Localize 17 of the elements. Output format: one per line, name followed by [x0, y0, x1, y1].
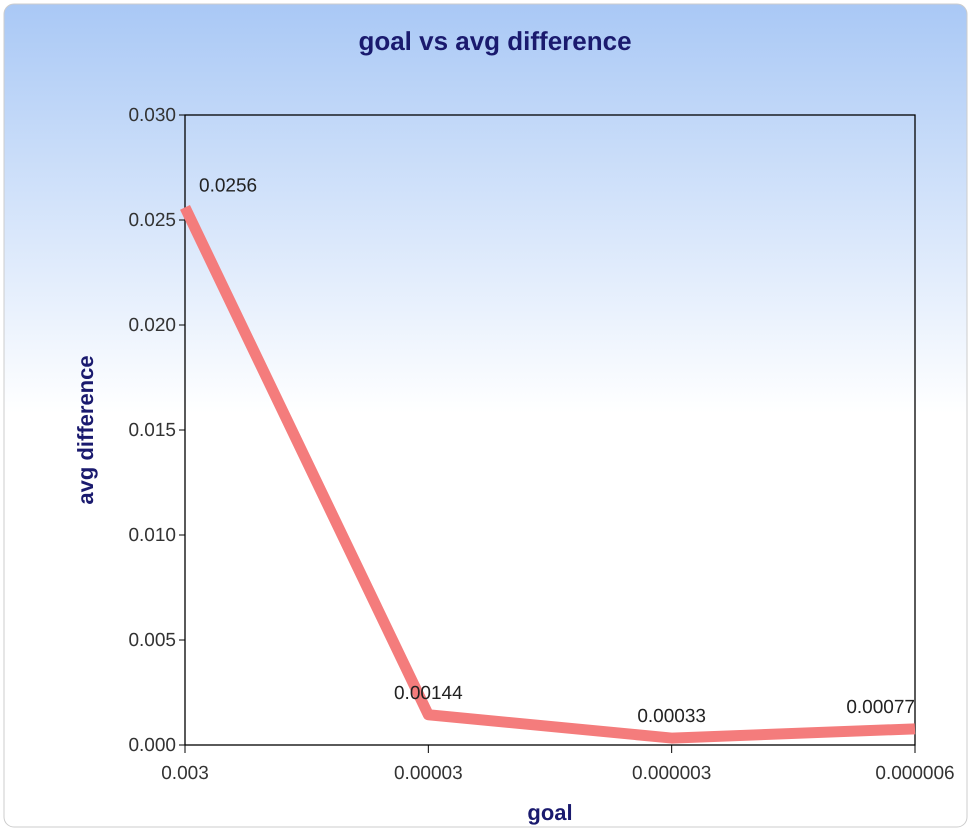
y-tick-label: 0.000	[128, 735, 176, 756]
x-tick-label: 0.00003	[394, 762, 463, 784]
y-tick-label: 0.010	[128, 525, 176, 546]
x-tick-label: 0.003	[161, 762, 209, 784]
x-tick-label: 0.000006	[875, 762, 955, 784]
y-tick-label: 0.015	[128, 420, 176, 442]
data-label: 0.0256	[199, 175, 258, 196]
y-tick-label: 0.020	[128, 315, 176, 336]
y-tick-label: 0.025	[128, 210, 176, 232]
y-tick-label: 0.030	[128, 105, 176, 126]
data-label: 0.00033	[637, 706, 706, 728]
y-axis-title: avg difference	[73, 355, 98, 505]
x-tick-label: 0.000003	[632, 762, 712, 784]
chart-title: goal vs avg difference	[358, 26, 632, 56]
data-label: 0.00077	[846, 696, 915, 718]
y-tick-label: 0.005	[128, 630, 176, 652]
x-axis-title: goal	[527, 800, 573, 825]
